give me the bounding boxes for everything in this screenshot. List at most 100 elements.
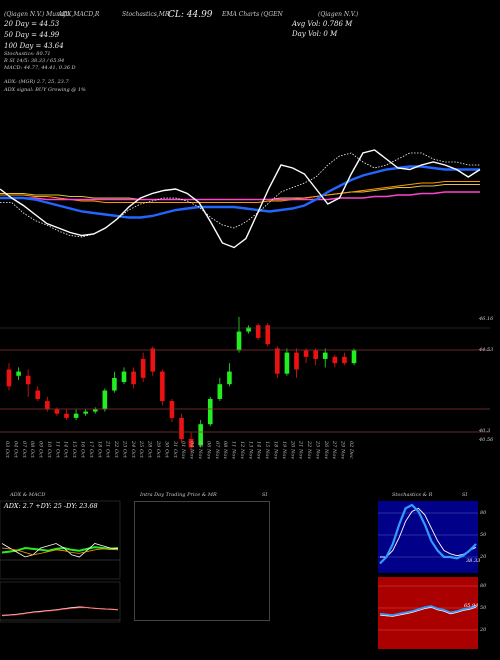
adx-values: ADX: 2.7 +DY: 25 -DY: 23.68 [4, 502, 98, 510]
rsi-tick-20: 20 [480, 627, 487, 633]
stoch-panel-bg [378, 501, 478, 573]
header-left-title: (Qiagen N.V.) Munafa [4, 11, 70, 18]
date-tick-label: 04 Nov [189, 441, 195, 459]
candle-body [227, 371, 232, 385]
candle-body [313, 350, 318, 359]
stoch-k-line [379, 503, 477, 565]
adx-green-line [1, 546, 119, 554]
date-tick-label: 27 Nov [331, 440, 337, 459]
date-tick-label: 17 Oct [88, 441, 94, 459]
adx-value: ADX: (MGR) 2.7, 25, 23.7 [4, 79, 69, 85]
date-tick-label: 06 Nov [205, 441, 211, 459]
date-tick-label: 05 Nov [197, 441, 203, 459]
header-company: (Qiagen N.V.) [318, 11, 359, 18]
date-tick-label: 25 Nov [314, 440, 320, 459]
candle-body [207, 398, 213, 425]
candle-body [83, 411, 88, 414]
adx-panel-bg [0, 500, 121, 580]
adx-white-line [1, 543, 119, 558]
macd-panel-bg [0, 581, 121, 623]
candle-body [54, 409, 60, 414]
candle-body [332, 356, 338, 364]
candle-body [322, 352, 328, 359]
date-tick-label: 13 Nov [247, 441, 253, 459]
candle-body [246, 327, 251, 332]
macd-panel [0, 581, 121, 623]
date-tick-label: 08 Nov [222, 441, 228, 459]
date-tick-label: 31 Oct [172, 441, 178, 459]
candle-body [150, 348, 156, 372]
ema-lines [0, 149, 481, 249]
candle-body [351, 350, 357, 364]
candle-body [217, 384, 223, 399]
ema-100-day: 100 Day = 43.64 [4, 42, 64, 50]
rsi-current-value: 65.94 [464, 603, 479, 609]
candle-body [303, 350, 309, 357]
date-tick-label: 18 Nov [273, 441, 279, 459]
date-tick-label: 04 Oct [12, 441, 18, 459]
date-tick-label: 12 Nov [239, 441, 245, 459]
intraday-title: Intra Day Trading Price & MR [140, 492, 217, 498]
rsi-tick-50: 50 [480, 605, 487, 611]
rsi-panel-bg [378, 577, 478, 649]
ema-20-day: 20 Day = 44.53 [4, 20, 60, 28]
macd-red-line [1, 607, 119, 617]
avg-volume: Avg Vol: 0.786 M [292, 20, 353, 28]
candle-body [102, 390, 108, 410]
candle-body [25, 375, 31, 385]
stochastics-title: Stochastics & R [392, 492, 433, 498]
close-price: CL: 44.99 [168, 10, 213, 20]
candle-body [198, 424, 203, 446]
stoch-tick-80: 80 [480, 510, 487, 516]
ema-pink-line [0, 191, 480, 201]
candle-body [112, 377, 117, 391]
candle-body [6, 369, 12, 387]
candle-body [255, 325, 261, 338]
header-adx-label: ADX,MACD,R [58, 11, 100, 18]
rsi-tick-80: 80 [480, 583, 487, 589]
date-tick-label: 15 Nov [264, 441, 270, 459]
date-tick-label: 30 Oct [163, 441, 169, 459]
date-tick-label: 16 Oct [80, 441, 86, 459]
adx-orange-line [1, 547, 119, 556]
date-tick-label: 08 Oct [29, 441, 35, 459]
date-tick-label: 26 Nov [323, 440, 329, 459]
date-tick-label: 19 Nov [281, 441, 287, 459]
date-tick-label: 10 Oct [46, 441, 52, 459]
date-tick-label: 15 Oct [71, 441, 77, 459]
rsi-panel [378, 577, 478, 649]
stochastics-value: Stochastics: 80.71 [4, 51, 51, 57]
candle-body [160, 371, 165, 402]
header-stoch-label: Stochastics,MR [122, 11, 170, 18]
date-tick-label: 29 Nov [340, 440, 346, 459]
date-tick-label: 11 Oct [54, 441, 60, 459]
stochastics-si-label: SI [462, 492, 468, 498]
candle-body [284, 352, 290, 374]
candle-body [169, 401, 175, 418]
ema-50-day: 50 Day = 44.99 [4, 31, 60, 39]
price-levels [0, 327, 490, 433]
date-tick-label: 14 Nov [256, 441, 262, 459]
date-tick-label: 09 Oct [38, 441, 44, 459]
candle-body [73, 413, 79, 418]
intraday-panel [134, 501, 270, 621]
stoch-current-value: 38.33 [466, 558, 481, 564]
candle-body [236, 331, 242, 351]
intraday-si-label: SI [262, 492, 268, 498]
price-label-mid: 44.53 [479, 347, 494, 353]
date-tick-label: 14 Oct [63, 441, 69, 459]
price-white-line [0, 149, 481, 249]
date-tick-label: 01 Nov [180, 441, 186, 459]
candlesticks [6, 316, 357, 452]
ema-orange-line [0, 181, 480, 203]
date-tick-label: 07 Oct [21, 441, 27, 459]
price-label-low1: 40.3 [479, 428, 491, 434]
candle-body [342, 356, 347, 364]
candle-body [121, 371, 127, 383]
stoch-tick-50: 50 [480, 532, 487, 538]
candle-body [45, 401, 50, 410]
header-ema-label: EMA Charts (QGEN [222, 11, 283, 18]
date-tick-label: 29 Oct [155, 440, 161, 459]
rsi-blue-line [379, 605, 477, 617]
